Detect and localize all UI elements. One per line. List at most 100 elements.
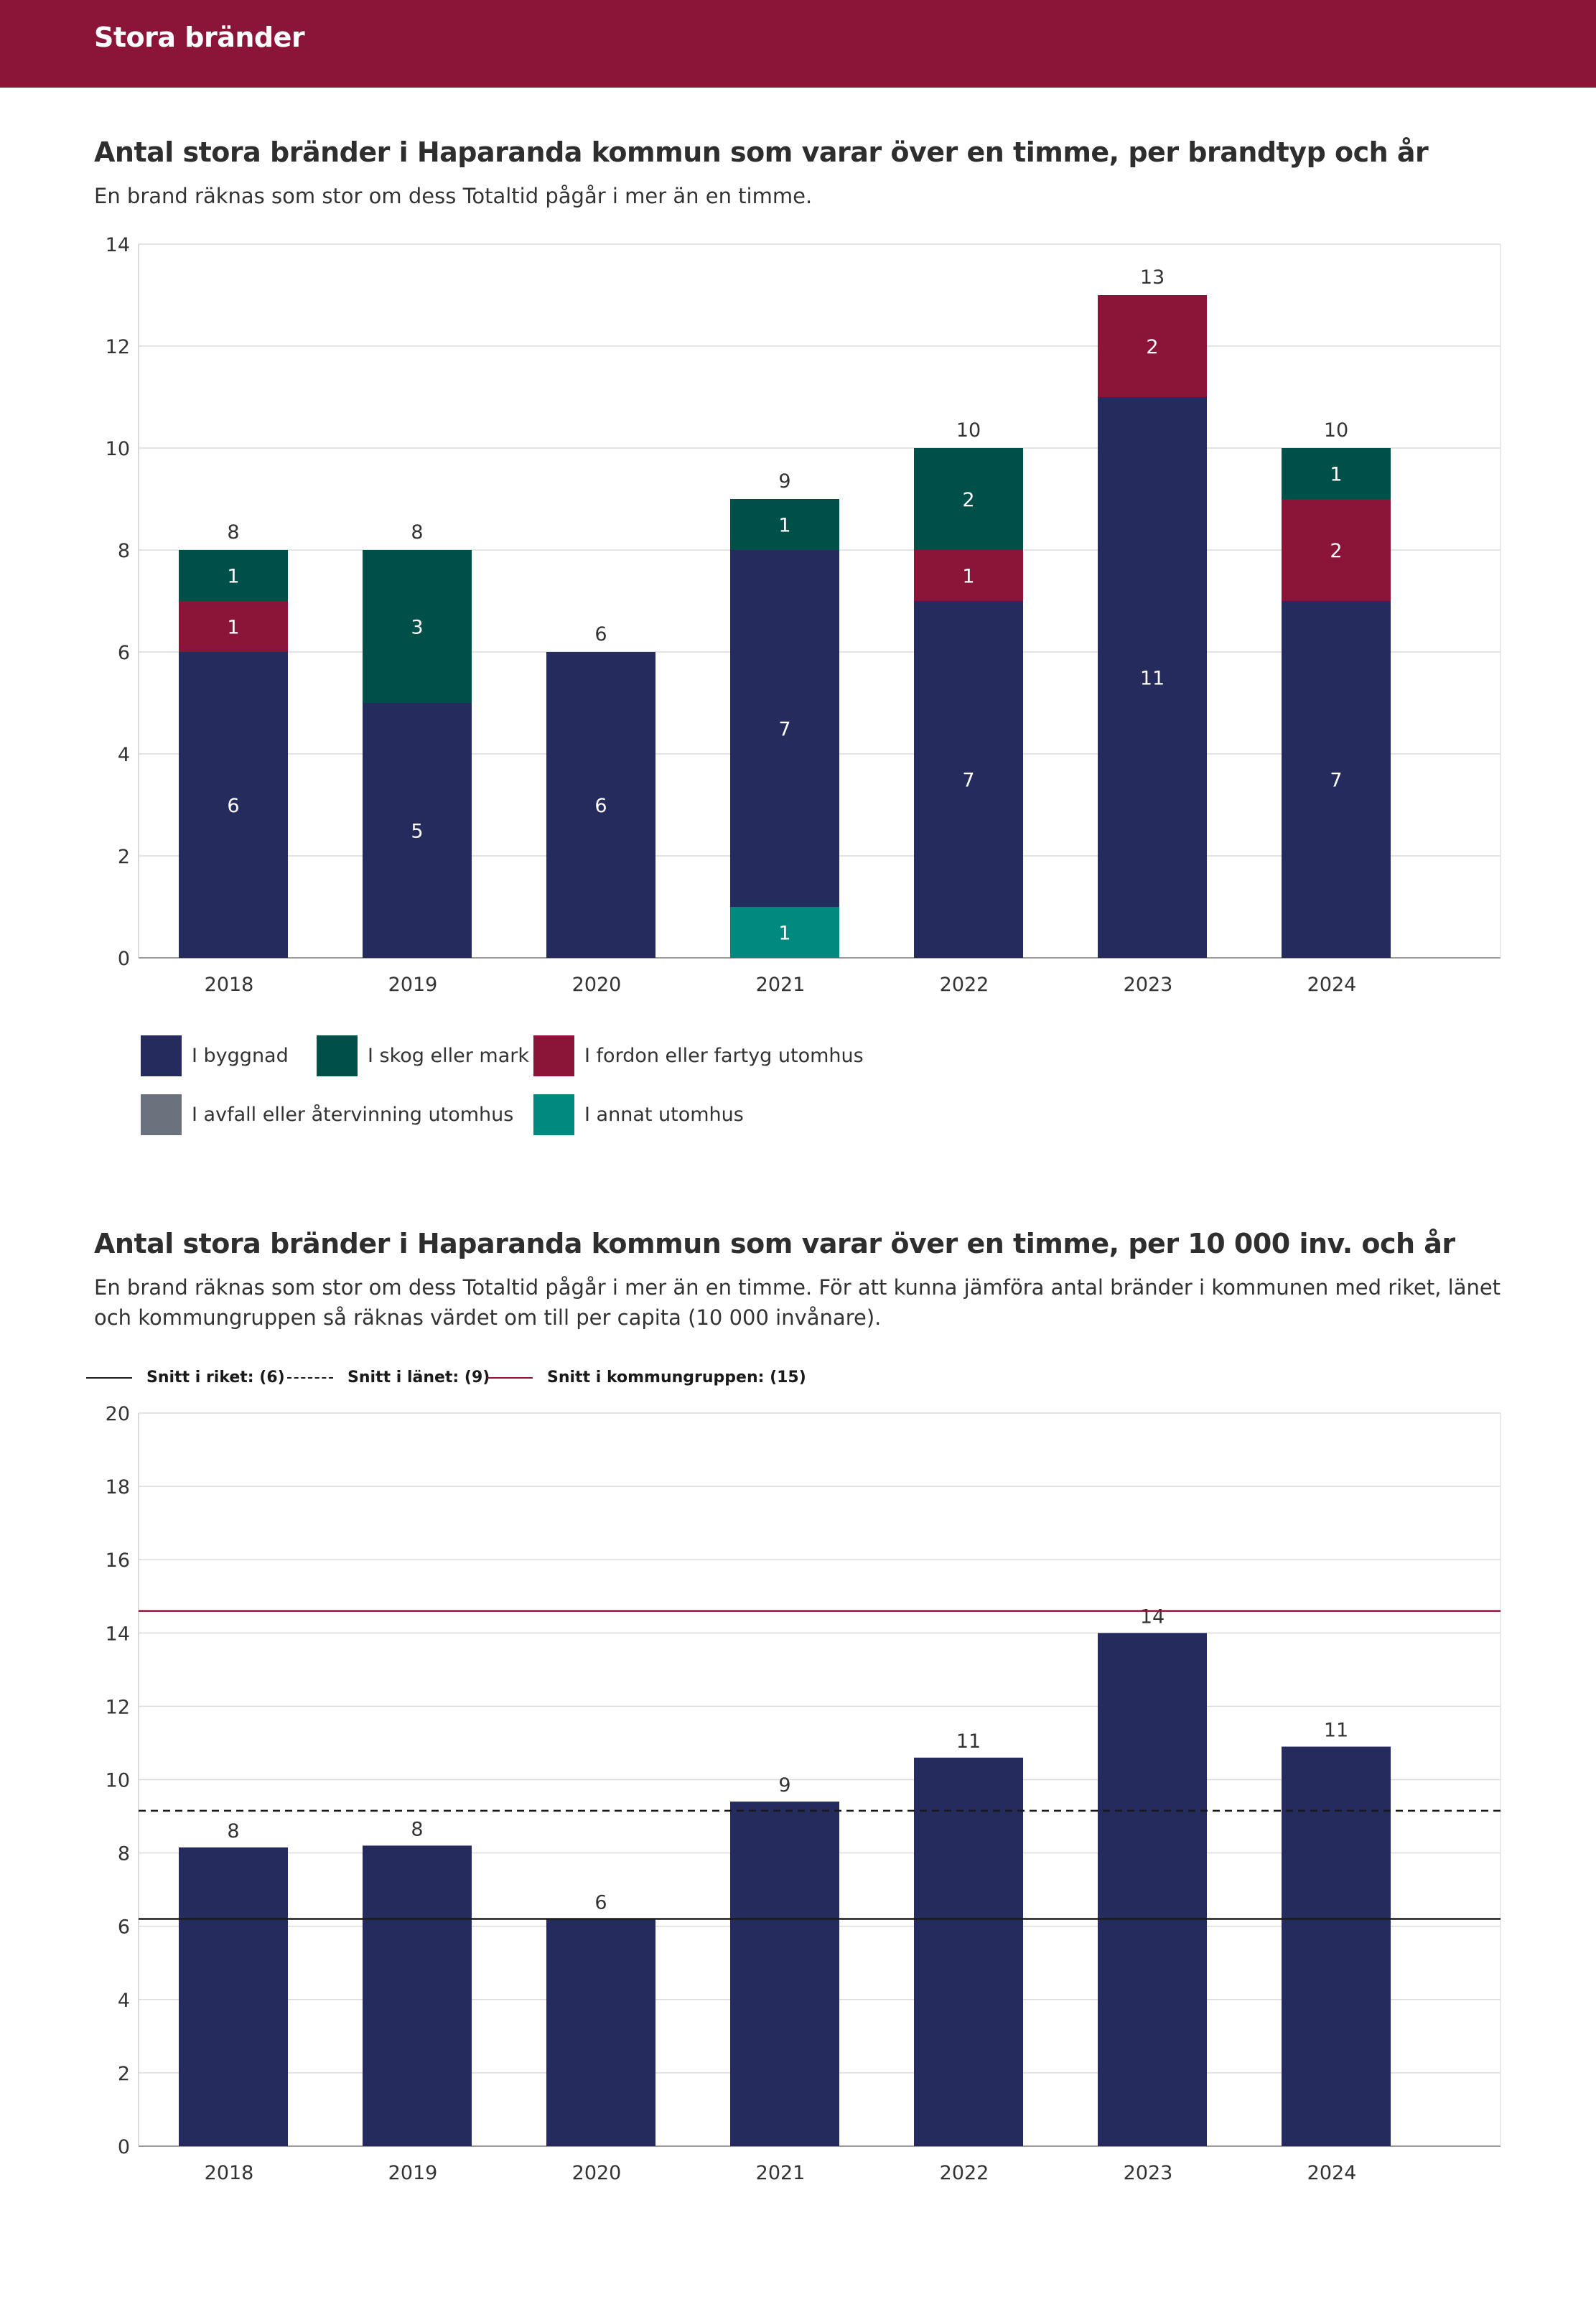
reference-legend-line — [287, 1376, 333, 1379]
bar — [1098, 1633, 1207, 2146]
x-tick-label: 2019 — [388, 974, 438, 996]
x-tick-label: 2023 — [1124, 974, 1173, 996]
data-label: 8 — [411, 1818, 423, 1840]
reference-legend-label: Snitt i kommungruppen: (15) — [547, 1369, 806, 1386]
x-tick-label: 2021 — [756, 974, 806, 996]
legend-item: I fordon eller fartyg utomhus — [533, 1035, 864, 1076]
legend-label: I byggnad — [192, 1045, 289, 1067]
total-label: 8 — [411, 521, 423, 544]
legend-item: I byggnad — [141, 1035, 289, 1076]
y-tick-label: 16 — [106, 1549, 130, 1572]
data-label: 2 — [1330, 540, 1342, 562]
legend-label: I avfall eller återvinning utomhus — [192, 1104, 514, 1126]
x-tick-label: 2022 — [940, 2162, 989, 2184]
data-label: 3 — [411, 617, 423, 639]
bar — [730, 1802, 839, 2146]
x-tick-label: 2020 — [572, 2162, 622, 2184]
y-tick-label: 4 — [118, 744, 130, 766]
y-tick-label: 12 — [106, 336, 130, 358]
reference-legend-item: Snitt i riket: (6) — [86, 1369, 285, 1386]
bar — [1282, 1746, 1391, 2146]
bar — [914, 1757, 1023, 2146]
y-tick-label: 6 — [118, 642, 130, 664]
y-tick-label: 0 — [118, 948, 130, 970]
y-tick-label: 14 — [106, 1623, 130, 1645]
legend-item: I skog eller mark — [317, 1035, 529, 1076]
chart2-subtitle: En brand räknas som stor om dess Totalti… — [94, 1275, 1501, 1330]
data-label: 2 — [962, 489, 974, 511]
y-tick-label: 14 — [106, 234, 130, 256]
chart1-stacked-bar-chart: 0246810121461182018538201966202017192021… — [106, 234, 1501, 996]
x-tick-label: 2020 — [572, 974, 622, 996]
data-label: 7 — [778, 719, 790, 741]
bar-segment — [363, 550, 472, 703]
data-label: 1 — [227, 566, 239, 588]
y-tick-label: 4 — [118, 1990, 130, 2012]
chart2-bar-chart: 0 2 4 6 8 10 12 14 16 18 20 8 2018 8 2019 6 2020 9 2021 11 2… — [106, 1403, 1501, 2184]
data-label: 1 — [778, 515, 790, 537]
bar-segment — [730, 499, 839, 550]
y-tick-label: 10 — [106, 438, 130, 460]
legend-item: I avfall eller återvinning utomhus — [141, 1094, 513, 1135]
bar-segment — [730, 550, 839, 907]
page-section-title: Stora bränder — [94, 22, 305, 53]
data-label: 11 — [1140, 668, 1165, 690]
legend-label: I annat utomhus — [584, 1104, 744, 1126]
data-label: 7 — [962, 770, 974, 792]
bar-segment — [914, 601, 1023, 958]
y-tick-label: 2 — [118, 2063, 130, 2085]
bar-segment — [1098, 295, 1207, 397]
data-label: 6 — [227, 795, 239, 817]
total-label: 9 — [778, 470, 790, 493]
data-label: 1 — [227, 617, 239, 639]
y-tick-label: 8 — [118, 1843, 130, 1865]
legend-item: I annat utomhus — [533, 1094, 744, 1135]
reference-legend-item: Snitt i kommungruppen: (15) — [487, 1369, 806, 1386]
legend-swatch — [533, 1094, 574, 1135]
chart1-subtitle: En brand räknas som stor om dess Totalti… — [94, 184, 813, 208]
y-tick-label: 10 — [106, 1770, 130, 1792]
bar-segment — [1282, 499, 1391, 601]
bar — [363, 1845, 472, 2146]
bar-segment — [1282, 448, 1391, 499]
bar-segment — [1098, 397, 1207, 958]
x-tick-label: 2021 — [756, 2162, 806, 2184]
x-tick-label: 2024 — [1307, 974, 1357, 996]
data-label: 9 — [778, 1774, 790, 1796]
y-tick-label: 12 — [106, 1696, 130, 1718]
legend-swatch — [141, 1094, 182, 1135]
header-bar: Stora bränder — [0, 0, 1596, 88]
bar-segment — [179, 550, 288, 601]
x-tick-label: 2022 — [940, 974, 989, 996]
bar-segment — [179, 652, 288, 958]
y-tick-label: 6 — [118, 1916, 130, 1939]
total-label: 10 — [1324, 419, 1348, 442]
bar — [546, 1919, 655, 2146]
x-tick-label: 2018 — [205, 974, 254, 996]
reference-legend-label: Snitt i länet: (9) — [347, 1369, 490, 1386]
y-tick-label: 20 — [106, 1403, 130, 1425]
bar — [179, 1847, 288, 2146]
legend-label: I skog eller mark — [368, 1045, 530, 1067]
chart2-title: Antal stora bränder i Haparanda kommun s… — [94, 1228, 1455, 1259]
total-label: 6 — [594, 623, 607, 646]
data-label: 11 — [956, 1730, 981, 1753]
y-tick-label: 18 — [106, 1476, 130, 1499]
data-label: 1 — [1330, 464, 1342, 486]
data-label: 11 — [1324, 1720, 1348, 1742]
reference-legend-line — [86, 1376, 132, 1379]
bar-segment — [363, 703, 472, 958]
data-label: 2 — [1146, 336, 1158, 358]
x-tick-label: 2019 — [388, 2162, 438, 2184]
legend-label: I fordon eller fartyg utomhus — [584, 1045, 864, 1067]
legend-swatch — [533, 1035, 574, 1076]
x-tick-label: 2024 — [1307, 2162, 1357, 2184]
bar-segment — [730, 907, 839, 958]
x-tick-label: 2023 — [1124, 2162, 1173, 2184]
data-label: 1 — [962, 566, 974, 588]
data-label: 14 — [1140, 1605, 1165, 1628]
data-label: 6 — [594, 1891, 607, 1914]
total-label: 13 — [1140, 266, 1165, 289]
y-tick-label: 2 — [118, 846, 130, 868]
legend-swatch — [317, 1035, 358, 1076]
